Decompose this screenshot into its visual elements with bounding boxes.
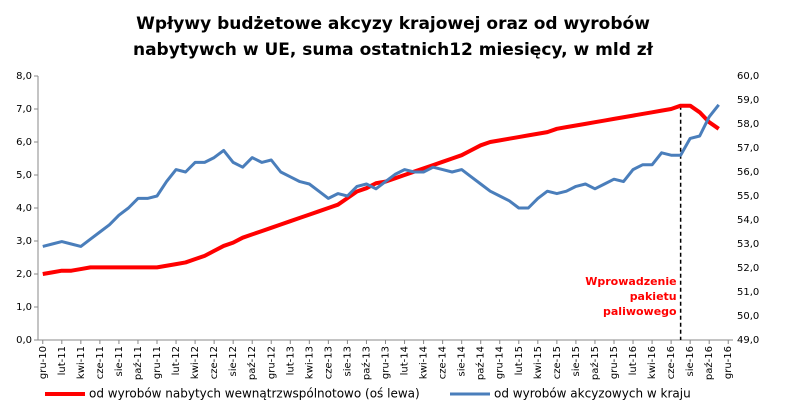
y2-tick-label: 58,0 xyxy=(737,119,759,130)
annotation-text: pakietu xyxy=(630,290,677,303)
x-tick-label: sie-11 xyxy=(114,346,125,376)
x-tick-label: gru-12 xyxy=(266,346,277,379)
x-tick-label: kwi-12 xyxy=(190,346,201,379)
x-tick-label: paź-16 xyxy=(703,346,715,380)
x-tick-label: lut-16 xyxy=(628,346,639,375)
chart-title: Wpływy budżetowe akcyzy krajowej oraz od… xyxy=(136,14,650,34)
y2-tick-label: 55,0 xyxy=(737,191,759,202)
x-tick-label: cze-14 xyxy=(438,346,449,379)
annotation-text: paliwowego xyxy=(603,305,677,318)
x-tick-label: paź-12 xyxy=(246,346,258,380)
x-tick-label: paź-14 xyxy=(475,346,487,380)
y2-tick-label: 52,0 xyxy=(737,263,759,274)
x-tick-label: gru-14 xyxy=(495,346,506,379)
y2-tick-label: 57,0 xyxy=(737,143,759,154)
x-tick-label: gru-13 xyxy=(381,346,392,379)
legend-label: od wyrobów nabytych wewnątrzwspólnotowo … xyxy=(89,387,420,401)
x-tick-label: lut-15 xyxy=(514,346,525,375)
x-tick-label: sie-13 xyxy=(342,346,353,376)
y-tick-label: 8,0 xyxy=(16,71,32,82)
annotation-text: Wprowadzenie xyxy=(585,275,676,288)
x-tick-label: lut-14 xyxy=(400,346,411,375)
y2-tick-label: 51,0 xyxy=(737,287,759,298)
series-line xyxy=(42,103,720,276)
legend-label: od wyrobów akcyzowych w kraju xyxy=(494,387,691,401)
x-tick-label: sie-16 xyxy=(685,346,696,376)
x-tick-label: kwi-15 xyxy=(533,346,544,379)
y-tick-label: 5,0 xyxy=(16,170,32,181)
x-tick-label: sie-14 xyxy=(457,346,468,376)
chart-title: nabytywch w UE, suma ostatnich12 miesięc… xyxy=(133,40,654,60)
y-tick-label: 4,0 xyxy=(16,203,32,214)
x-tick-label: kwi-11 xyxy=(76,346,87,379)
y2-tick-label: 54,0 xyxy=(737,215,759,226)
x-tick-label: paź-13 xyxy=(360,346,372,380)
x-tick-label: gru-15 xyxy=(609,346,620,379)
x-tick-label: paź-15 xyxy=(589,346,601,380)
y2-tick-label: 60,0 xyxy=(737,71,759,82)
x-tick-label: cze-12 xyxy=(209,346,220,379)
y-tick-label: 7,0 xyxy=(16,104,32,115)
x-tick-label: lut-11 xyxy=(57,346,68,375)
y-tick-label: 0,0 xyxy=(16,335,32,346)
x-tick-label: cze-16 xyxy=(666,346,677,379)
x-tick-label: cze-15 xyxy=(552,346,563,379)
y2-tick-label: 56,0 xyxy=(737,167,759,178)
x-tick-label: kwi-16 xyxy=(647,346,658,379)
y-tick-label: 1,0 xyxy=(16,302,32,313)
y2-tick-label: 49,0 xyxy=(737,335,759,346)
y2-tick-label: 53,0 xyxy=(737,239,759,250)
x-tick-label: cze-11 xyxy=(95,346,106,379)
x-tick-label: sie-12 xyxy=(228,346,239,376)
x-tick-label: kwi-13 xyxy=(304,346,315,379)
y2-tick-label: 50,0 xyxy=(737,311,759,322)
x-tick-label: gru-10 xyxy=(38,346,49,379)
x-tick-label: lut-13 xyxy=(285,346,296,375)
x-tick-label: cze-13 xyxy=(323,346,334,379)
x-tick-label: gru-11 xyxy=(152,346,163,379)
x-tick-label: lut-12 xyxy=(171,346,182,375)
y-tick-label: 2,0 xyxy=(16,269,32,280)
x-tick-label: gru-16 xyxy=(723,346,734,379)
y-tick-label: 3,0 xyxy=(16,236,32,247)
series-line xyxy=(42,103,720,248)
x-tick-label: paź-11 xyxy=(132,346,144,380)
x-tick-label: kwi-14 xyxy=(419,346,430,379)
y-tick-label: 6,0 xyxy=(16,137,32,148)
y2-tick-label: 59,0 xyxy=(737,95,759,106)
x-tick-label: sie-15 xyxy=(571,346,582,376)
